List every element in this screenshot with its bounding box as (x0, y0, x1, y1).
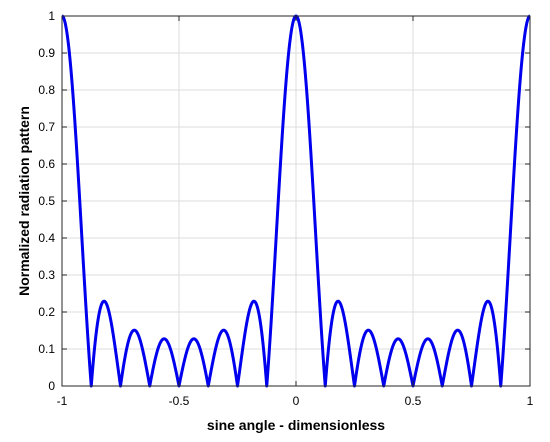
x-tick-label: 0 (293, 394, 300, 408)
y-tick-labels: 0 0.1 0.2 0.3 0.4 0.5 0.6 0.7 0.8 0.9 1 (38, 9, 55, 393)
y-tick-label: 0.5 (38, 194, 55, 208)
y-tick-label: 0.4 (38, 231, 55, 245)
x-tick-label: 0.5 (405, 394, 422, 408)
y-tick-label: 1 (48, 9, 55, 23)
y-tick-label: 0.6 (38, 157, 55, 171)
y-tick-label: 0.2 (38, 305, 55, 319)
y-tick-label: 0.9 (38, 46, 55, 60)
x-axis-label: sine angle - dimensionless (207, 417, 385, 433)
y-tick-label: 0.7 (38, 120, 55, 134)
x-tick-labels: -1 -0.5 0 0.5 1 (57, 394, 534, 408)
y-tick-label: 0.1 (38, 342, 55, 356)
x-tick-label: -0.5 (169, 394, 190, 408)
x-tick-label: 1 (527, 394, 534, 408)
tick-marks (61, 15, 531, 387)
y-axis-label: Normalized radiation pattern (16, 106, 32, 296)
y-tick-label: 0 (48, 379, 55, 393)
x-tick-label: -1 (57, 394, 68, 408)
y-tick-label: 0.3 (38, 268, 55, 282)
y-tick-label: 0.8 (38, 83, 55, 97)
